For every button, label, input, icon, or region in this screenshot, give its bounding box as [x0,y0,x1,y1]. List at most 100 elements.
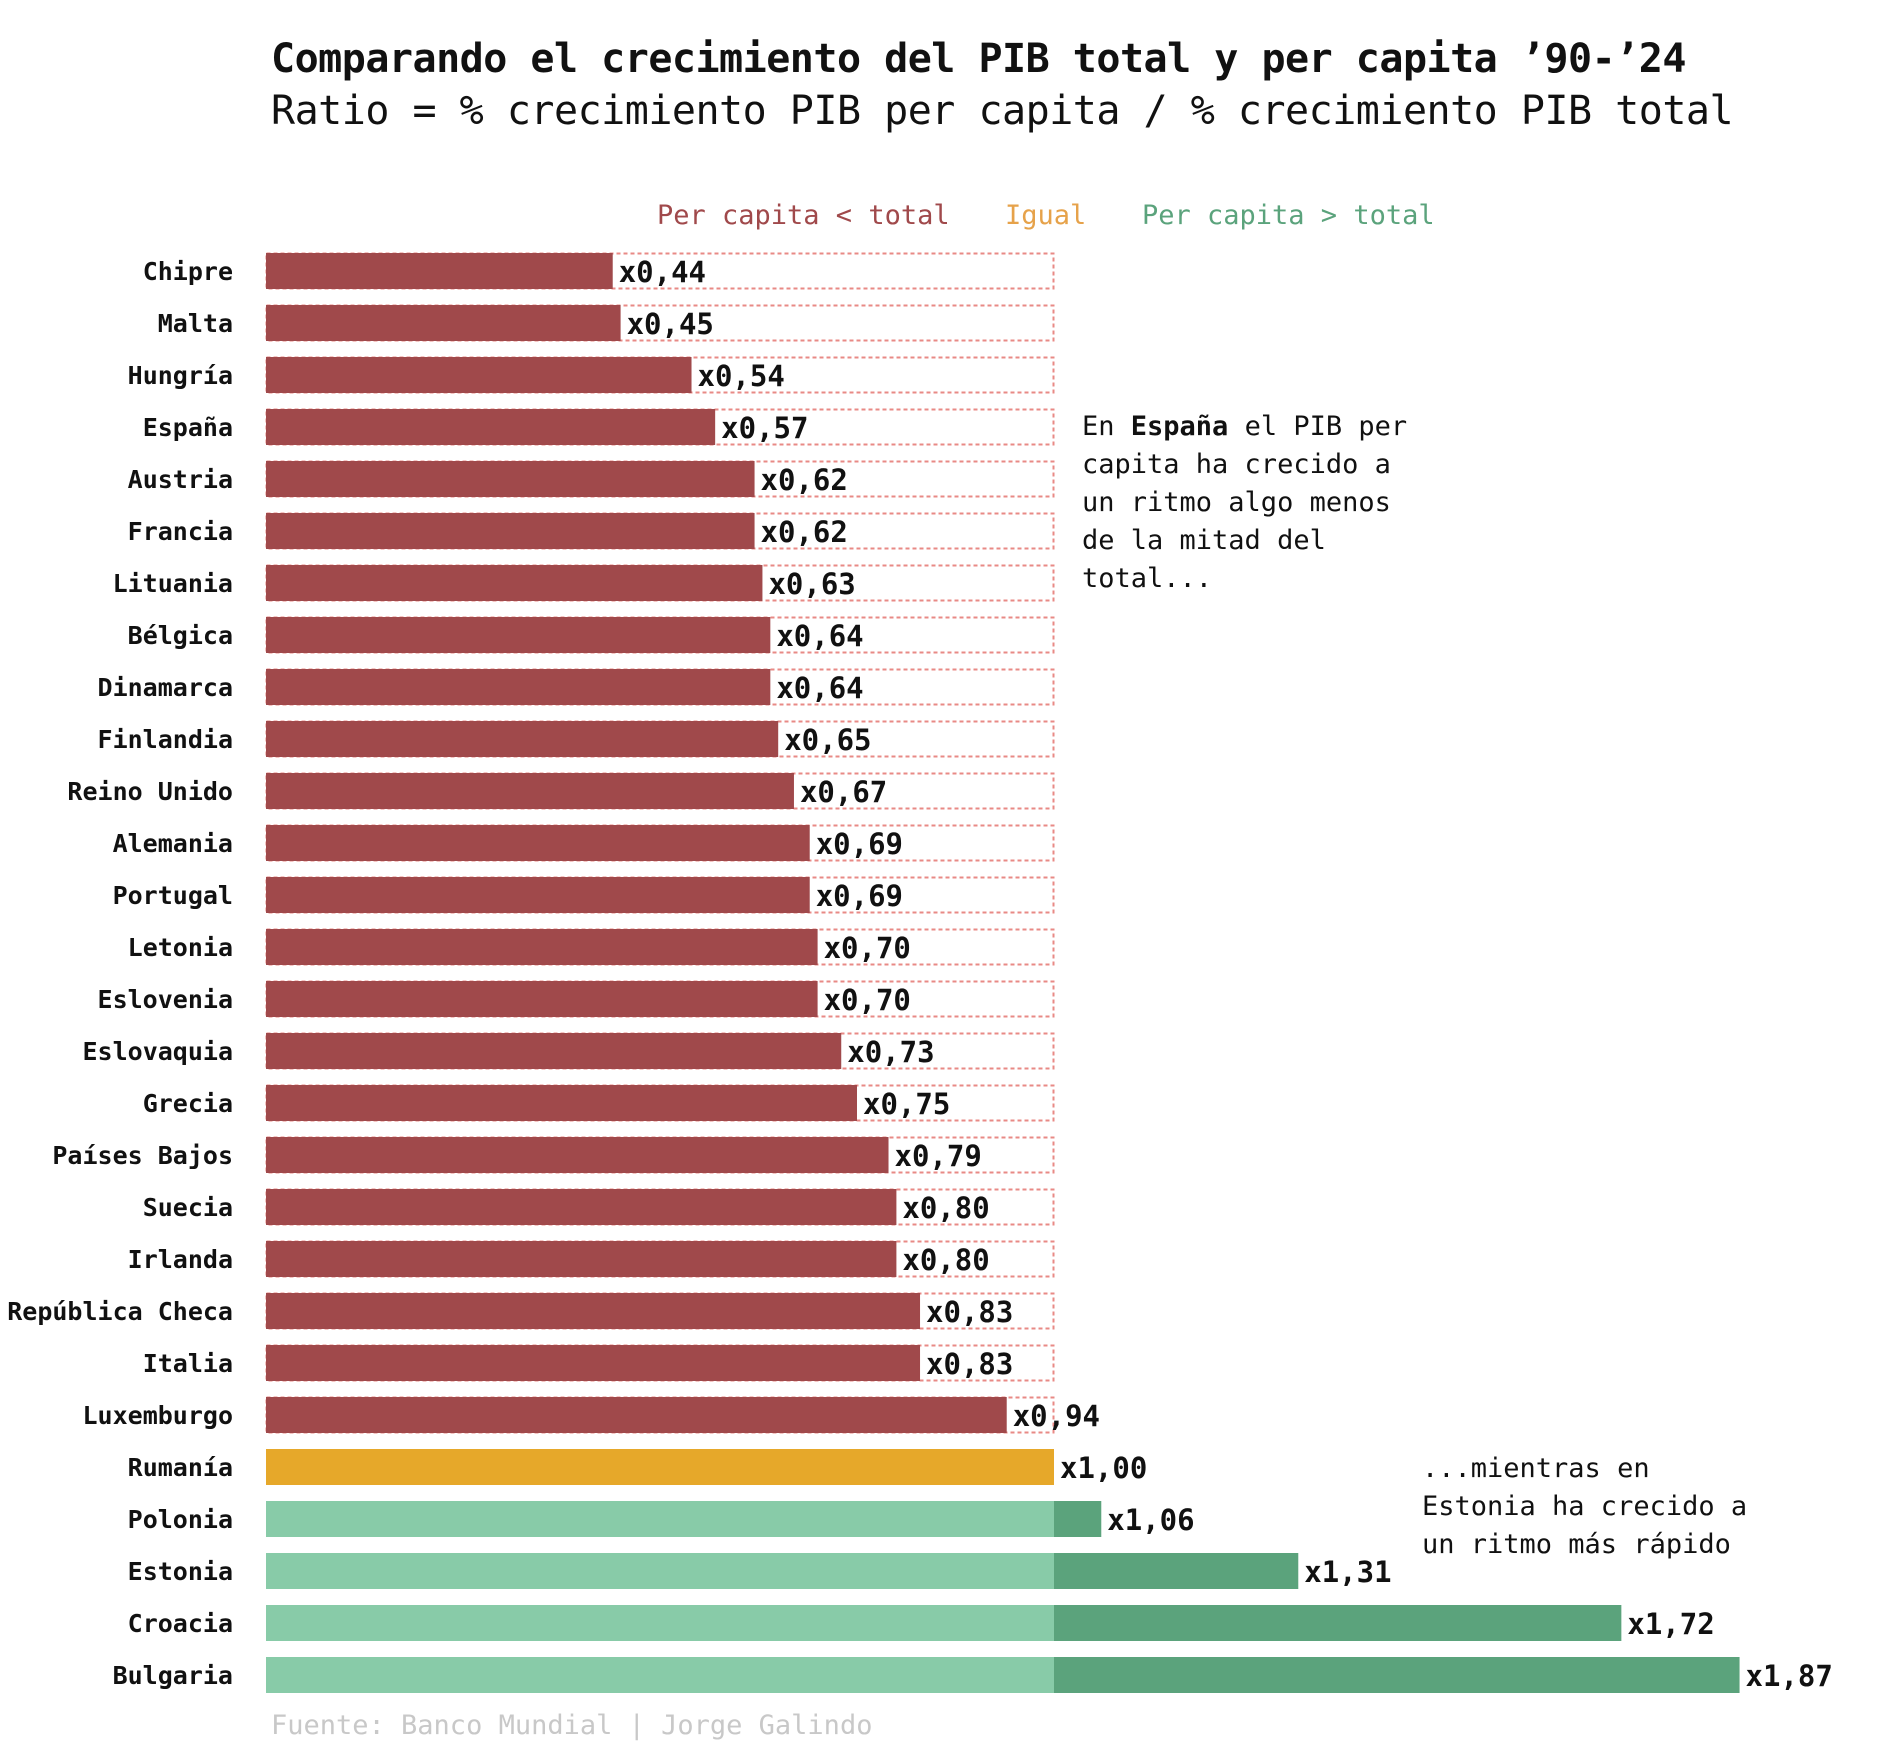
data-label: x0,83 [926,1295,1013,1329]
bar [266,565,763,601]
category-label: Malta [158,309,233,338]
bar-base [266,1605,1054,1641]
data-label: x0,69 [816,827,903,861]
bar [266,305,621,341]
data-label: x0,62 [761,515,848,549]
category-label: Países Bajos [52,1141,233,1170]
bar [266,1293,921,1329]
bar [266,1137,889,1173]
bar [266,669,771,705]
data-label: x1,31 [1304,1555,1391,1589]
category-label: Chipre [143,257,233,286]
data-label: x0,54 [698,359,785,393]
bar [266,461,755,497]
category-label: Bélgica [128,621,233,650]
bar [266,825,810,861]
data-label: x0,63 [768,567,855,601]
data-label: x0,79 [895,1139,982,1173]
category-label: Bulgaria [113,1661,233,1690]
source-note: Fuente: Banco Mundial | Jorge Galindo [271,1710,873,1741]
bar-base [266,1657,1054,1693]
bar-extra [1054,1605,1622,1641]
bar [266,773,794,809]
data-label: x0,69 [816,879,903,913]
category-label: España [143,413,233,442]
legend-item-equal: Igual [1005,200,1087,231]
data-label: x0,62 [761,463,848,497]
data-label: x0,67 [800,775,887,809]
category-label: Hungría [128,361,233,390]
bar [266,1189,897,1225]
data-label: x0,65 [784,723,871,757]
category-label: Eslovenia [98,985,233,1014]
data-label: x0,44 [619,255,706,289]
data-label: x0,64 [776,671,863,705]
bar [266,617,771,653]
bar [266,1345,921,1381]
data-label: x1,00 [1060,1451,1147,1485]
category-label: Rumanía [128,1453,233,1482]
category-label: Portugal [113,881,233,910]
bar [266,1449,1054,1485]
category-label: Polonia [128,1505,233,1534]
bar-base [266,1501,1054,1537]
category-label: Lituania [113,569,233,598]
bar [266,253,613,289]
data-label: x0,80 [902,1243,989,1277]
bar [266,877,810,913]
bar [266,721,779,757]
category-label: Alemania [113,829,233,858]
category-label: Croacia [128,1609,233,1638]
legend-item-below: Per capita < total [657,200,950,231]
bar [266,409,716,445]
legend-item-above: Per capita > total [1142,200,1435,231]
category-label: Eslovaquia [82,1037,233,1066]
annotation-spain: En España el PIB per capita ha crecido a… [1082,408,1442,598]
annotation-estonia: ...mientras en Estonia ha crecido a un r… [1422,1453,1748,1560]
category-label: Grecia [143,1089,233,1118]
bar [266,1033,842,1069]
category-label: Reino Unido [67,777,233,806]
data-label: x0,57 [721,411,808,445]
annotation-spain-post: el PIB per capita ha crecido a un ritmo … [1082,411,1408,594]
annotation-spain-pre: En [1082,411,1131,442]
category-label: Dinamarca [98,673,233,702]
chart-subtitle: Ratio = % crecimiento PIB per capita / %… [271,88,1734,134]
annotation-spain-bold: España [1130,411,1229,442]
bar-base [266,1553,1054,1589]
data-label: x0,70 [824,983,911,1017]
category-label: Italia [143,1349,233,1378]
data-label: x1,06 [1107,1503,1194,1537]
category-label: Irlanda [128,1245,233,1274]
bar [266,981,818,1017]
category-label: Austria [128,465,233,494]
bar [266,929,818,965]
data-label: x0,80 [902,1191,989,1225]
data-label: x0,45 [627,307,714,341]
data-label: x1,72 [1627,1607,1714,1641]
bar [266,1085,857,1121]
data-label: x0,83 [926,1347,1013,1381]
bar-extra [1054,1657,1740,1693]
bar [266,357,692,393]
bar [266,1241,897,1277]
bar [266,513,755,549]
data-label: x1,87 [1746,1659,1833,1693]
category-label: Finlandia [98,725,233,754]
legend: Per capita < total Igual Per capita > to… [0,200,1880,236]
category-label: Suecia [143,1193,233,1222]
chart-title: Comparando el crecimiento del PIB total … [271,36,1686,82]
data-label: x0,75 [863,1087,950,1121]
data-label: x0,73 [847,1035,934,1069]
bar-extra [1054,1501,1102,1537]
category-label: Francia [128,517,233,546]
data-label: x0,64 [776,619,863,653]
data-label: x0,94 [1013,1399,1100,1433]
category-label: República Checa [7,1297,233,1326]
category-label: Estonia [128,1557,233,1586]
bar-extra [1054,1553,1299,1589]
bar [266,1397,1007,1433]
data-label: x0,70 [824,931,911,965]
category-label: Luxemburgo [82,1401,233,1430]
